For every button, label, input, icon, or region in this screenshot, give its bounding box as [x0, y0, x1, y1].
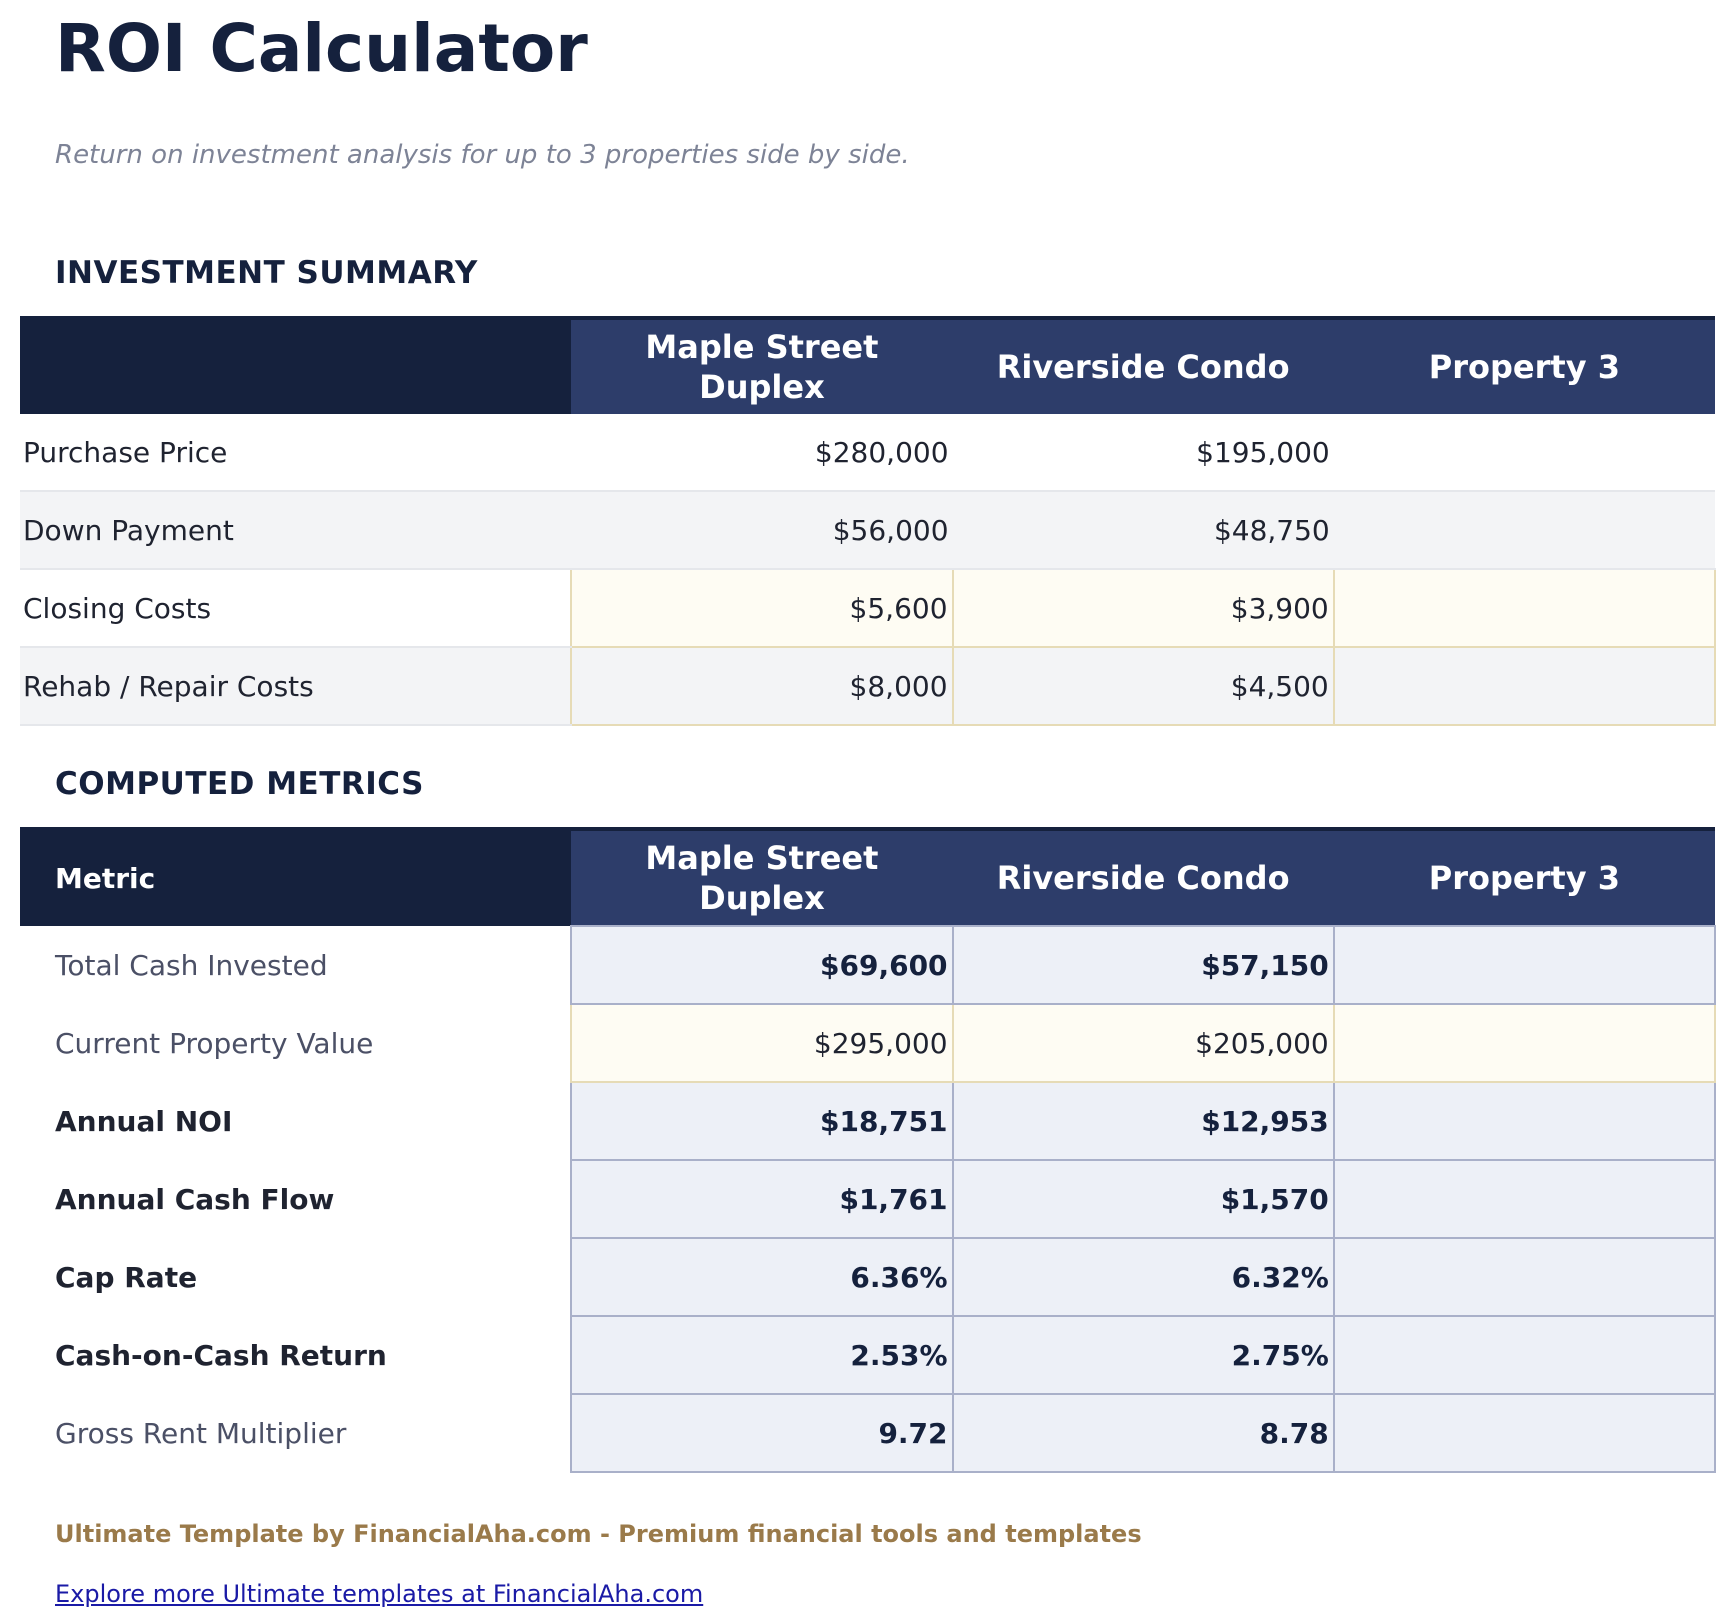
table-row-total-cash-invested: Total Cash Invested $69,600 $57,150: [20, 925, 1717, 1005]
row-label: Down Payment: [20, 491, 572, 570]
input-cell[interactable]: $295,000: [570, 1003, 954, 1083]
computed-metrics-table: Metric Maple Street Duplex Riverside Con…: [20, 827, 1717, 1473]
value-cell: $18,751: [570, 1081, 954, 1161]
column-header-property-3: Property 3: [1333, 316, 1715, 414]
value-cell: $1,761: [570, 1159, 954, 1239]
table-row-down-payment: Down Payment $56,000 $48,750: [20, 491, 1715, 570]
column-header-property-2: Riverside Condo: [952, 316, 1334, 414]
column-header-property-1: Maple Street Duplex: [571, 827, 953, 926]
section-heading-investment-summary: INVESTMENT SUMMARY: [55, 255, 478, 291]
table-row-rehab-costs: Rehab / Repair Costs $8,000 $4,500: [20, 646, 1717, 726]
column-header-metric: Metric: [20, 827, 572, 926]
input-cell[interactable]: $5,600: [570, 568, 954, 648]
value-cell: 9.72: [570, 1393, 954, 1473]
value-cell: 2.53%: [570, 1315, 954, 1395]
value-cell: $12,953: [951, 1081, 1335, 1161]
footer-link[interactable]: Explore more Ultimate templates at Finan…: [55, 1580, 704, 1608]
value-cell: $1,570: [951, 1159, 1335, 1239]
table-row-cap-rate: Cap Rate 6.36% 6.32%: [20, 1237, 1717, 1317]
footer-credit: Ultimate Template by FinancialAha.com - …: [55, 1520, 1142, 1548]
value-cell: $280,000: [571, 414, 953, 492]
table-row-current-property-value: Current Property Value $295,000 $205,000: [20, 1003, 1717, 1083]
row-label: Total Cash Invested: [20, 926, 572, 1004]
input-cell[interactable]: $4,500: [951, 646, 1335, 726]
row-label: Cash-on-Cash Return: [20, 1316, 572, 1394]
input-cell[interactable]: $205,000: [951, 1003, 1335, 1083]
input-cell[interactable]: [1332, 568, 1717, 648]
page-subtitle: Return on investment analysis for up to …: [55, 140, 910, 170]
value-cell: 6.32%: [951, 1237, 1335, 1317]
page-title: ROI Calculator: [55, 10, 588, 87]
row-label: Current Property Value: [20, 1004, 572, 1082]
table-row-cash-on-cash-return: Cash-on-Cash Return 2.53% 2.75%: [20, 1315, 1717, 1395]
value-cell: 6.36%: [570, 1237, 954, 1317]
input-cell[interactable]: $8,000: [570, 646, 954, 726]
value-cell: 8.78: [951, 1393, 1335, 1473]
row-label: Purchase Price: [20, 414, 572, 492]
column-header-property-3: Property 3: [1333, 827, 1715, 926]
row-label: Gross Rent Multiplier: [20, 1394, 572, 1472]
row-label: Cap Rate: [20, 1238, 572, 1316]
row-label: Closing Costs: [20, 569, 572, 648]
value-cell: [1333, 414, 1715, 492]
section-heading-computed-metrics: COMPUTED METRICS: [55, 766, 424, 802]
investment-summary-table: Maple Street Duplex Riverside Condo Prop…: [20, 316, 1717, 726]
column-header-property-2: Riverside Condo: [952, 827, 1334, 926]
input-cell[interactable]: $3,900: [951, 568, 1335, 648]
column-header-label: [20, 316, 572, 414]
row-label: Annual NOI: [20, 1082, 572, 1160]
input-cell[interactable]: [1332, 646, 1717, 726]
value-cell: [1332, 1159, 1717, 1239]
value-cell: [1332, 1237, 1717, 1317]
value-cell: $69,600: [570, 925, 954, 1005]
value-cell: [1332, 1393, 1717, 1473]
table-row-gross-rent-multiplier: Gross Rent Multiplier 9.72 8.78: [20, 1393, 1717, 1473]
table-row-closing-costs: Closing Costs $5,600 $3,900: [20, 568, 1717, 648]
input-cell[interactable]: [1332, 1003, 1717, 1083]
row-label: Annual Cash Flow: [20, 1160, 572, 1238]
value-cell: [1332, 1315, 1717, 1395]
value-cell: 2.75%: [951, 1315, 1335, 1395]
value-cell: $57,150: [951, 925, 1335, 1005]
column-header-property-1: Maple Street Duplex: [571, 316, 953, 414]
value-cell: $195,000: [952, 414, 1334, 492]
table-row-annual-cash-flow: Annual Cash Flow $1,761 $1,570: [20, 1159, 1717, 1239]
value-cell: $56,000: [571, 491, 953, 570]
table-row-annual-noi: Annual NOI $18,751 $12,953: [20, 1081, 1717, 1161]
value-cell: [1332, 925, 1717, 1005]
row-label: Rehab / Repair Costs: [20, 647, 572, 726]
table-row-purchase-price: Purchase Price $280,000 $195,000: [20, 414, 1715, 492]
value-cell: [1333, 491, 1715, 570]
value-cell: $48,750: [952, 491, 1334, 570]
value-cell: [1332, 1081, 1717, 1161]
